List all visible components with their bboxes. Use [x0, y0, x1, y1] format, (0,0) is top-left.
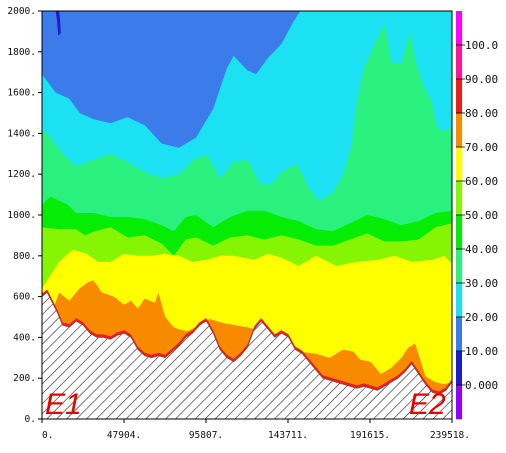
colorbar-swatch — [456, 45, 462, 80]
y-tick-label: 400. — [13, 332, 36, 343]
colorbar-swatch — [456, 215, 462, 250]
y-tick-label: 200. — [13, 373, 36, 384]
x-tick-label: 143711. — [268, 430, 308, 441]
colorbar-label: 80.00 — [465, 107, 498, 120]
y-tick-label: 1200. — [7, 169, 36, 180]
colorbar-label: 40.00 — [465, 243, 498, 256]
colorbar-swatch — [456, 351, 462, 386]
x-tick-label: 95807. — [189, 430, 223, 441]
colorbar-swatch — [456, 283, 462, 318]
colorbar-swatch — [456, 147, 462, 182]
terrain-hatch — [41, 292, 453, 420]
y-tick-label: 0. — [25, 414, 36, 425]
colorbar-swatch — [456, 113, 462, 148]
x-tick-label: 239518. — [430, 430, 470, 441]
colorbar-swatch — [456, 11, 462, 46]
colorbar-label: 90.00 — [465, 73, 498, 86]
endpoint-label-e2: E2 — [409, 388, 446, 421]
colorbar-label: 100.0 — [465, 39, 498, 52]
colorbar-label: 20.00 — [465, 311, 498, 324]
colorbar-swatch — [456, 181, 462, 216]
x-axis: 0. 47904. 95807. 143711. 191615. 239518. — [41, 419, 470, 441]
y-tick-label: 1800. — [7, 47, 36, 58]
y-axis: 0. 200. 400. 600. 800. 1000. 1200. 1400. 1600. 18… — [7, 6, 42, 425]
colorbar-swatch — [456, 79, 462, 114]
y-tick-label: 600. — [13, 292, 36, 303]
x-tick-label: 0. — [42, 430, 53, 441]
colorbar-swatch — [456, 249, 462, 284]
x-tick-label: 191615. — [350, 430, 390, 441]
colorbar: 0.000 10.00 20.00 30.00 40.00 50.00 60.00 70.00… — [456, 11, 498, 420]
y-tick-label: 1000. — [7, 210, 36, 221]
colorbar-label: 30.00 — [465, 277, 498, 290]
colorbar-label: 10.00 — [465, 345, 498, 358]
colorbar-label: 70.00 — [465, 141, 498, 154]
endpoint-label-e1: E1 — [45, 388, 82, 421]
contour-band-10 — [55, 11, 61, 36]
y-tick-label: 1600. — [7, 88, 36, 99]
colorbar-label: 50.00 — [465, 209, 498, 222]
colorbar-swatch — [456, 317, 462, 352]
colorbar-swatch — [456, 385, 462, 420]
colorbar-label: 0.000 — [465, 379, 498, 392]
colorbar-label: 60.00 — [465, 175, 498, 188]
x-tick-label: 47904. — [107, 430, 141, 441]
y-tick-label: 2000. — [7, 6, 36, 17]
y-tick-label: 1400. — [7, 128, 36, 139]
y-tick-label: 800. — [13, 251, 36, 262]
